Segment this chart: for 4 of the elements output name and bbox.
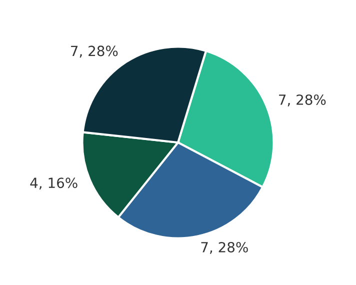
data-label: 7, 28% (279, 94, 326, 106)
data-label: 7, 28% (201, 242, 248, 254)
data-label: 7, 28% (71, 46, 118, 58)
data-label: 4, 16% (30, 178, 78, 190)
